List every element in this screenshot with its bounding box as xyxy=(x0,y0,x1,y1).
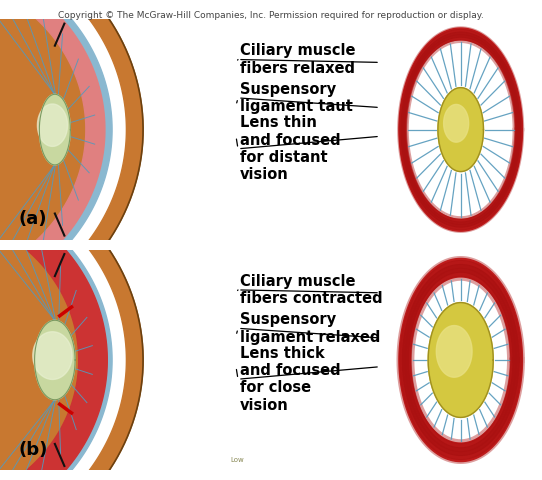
Polygon shape xyxy=(428,302,493,418)
Text: Ciliary muscle
fibers relaxed: Ciliary muscle fibers relaxed xyxy=(240,43,356,76)
Text: Ciliary muscle
fibers contracted: Ciliary muscle fibers contracted xyxy=(240,274,383,306)
Polygon shape xyxy=(33,332,72,379)
Polygon shape xyxy=(0,0,143,339)
Text: (b): (b) xyxy=(18,441,47,459)
Polygon shape xyxy=(0,0,88,288)
Polygon shape xyxy=(436,325,472,377)
Polygon shape xyxy=(399,28,522,231)
Polygon shape xyxy=(412,278,509,442)
Polygon shape xyxy=(0,179,112,480)
Polygon shape xyxy=(0,150,143,480)
Polygon shape xyxy=(0,201,88,480)
Text: (a): (a) xyxy=(18,210,47,228)
Text: Copyright © The McGraw-Hill Companies, Inc. Permission required for reproduction: Copyright © The McGraw-Hill Companies, I… xyxy=(58,11,484,20)
Text: Lens thick
and focused
for close
vision: Lens thick and focused for close vision xyxy=(240,346,340,413)
Polygon shape xyxy=(37,104,68,146)
Polygon shape xyxy=(3,211,107,480)
Text: Suspensory
ligament relaxed: Suspensory ligament relaxed xyxy=(240,312,380,345)
Text: Low: Low xyxy=(230,457,244,463)
Polygon shape xyxy=(40,94,70,165)
Polygon shape xyxy=(0,0,112,311)
Polygon shape xyxy=(444,105,469,142)
Text: Lens thin
and focused
for distant
vision: Lens thin and focused for distant vision xyxy=(240,115,340,182)
Polygon shape xyxy=(399,258,522,462)
Polygon shape xyxy=(407,41,514,218)
Text: Suspensory
ligament taut: Suspensory ligament taut xyxy=(240,82,353,114)
Polygon shape xyxy=(35,320,75,400)
Polygon shape xyxy=(0,0,105,288)
Polygon shape xyxy=(438,88,483,171)
